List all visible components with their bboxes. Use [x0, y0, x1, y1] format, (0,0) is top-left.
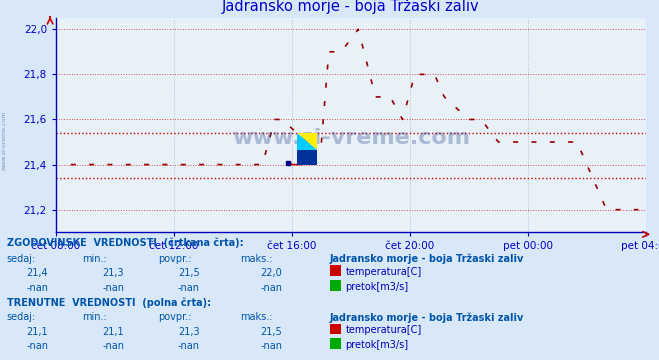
Text: -nan: -nan	[102, 341, 124, 351]
Text: www.si-vreme.com: www.si-vreme.com	[2, 111, 7, 170]
Text: ZGODOVINSKE  VREDNOSTI  (črtkana črta):: ZGODOVINSKE VREDNOSTI (črtkana črta):	[7, 238, 243, 248]
Text: -nan: -nan	[178, 341, 200, 351]
Text: maks.:: maks.:	[241, 312, 273, 322]
Text: Jadransko morje - boja Tržaski zaliv: Jadransko morje - boja Tržaski zaliv	[330, 254, 524, 264]
Text: pretok[m3/s]: pretok[m3/s]	[345, 282, 409, 292]
Text: 21,5: 21,5	[260, 327, 282, 337]
Text: temperatura[C]: temperatura[C]	[345, 325, 422, 336]
Text: -nan: -nan	[26, 341, 48, 351]
Text: 21,1: 21,1	[26, 327, 48, 337]
Text: pretok[m3/s]: pretok[m3/s]	[345, 340, 409, 350]
Text: 21,3: 21,3	[178, 327, 200, 337]
Text: -nan: -nan	[260, 341, 282, 351]
Text: temperatura[C]: temperatura[C]	[345, 267, 422, 277]
Text: 21,3: 21,3	[102, 268, 124, 278]
Title: Jadransko morje - boja Tržaski zaliv: Jadransko morje - boja Tržaski zaliv	[222, 0, 480, 14]
Text: -nan: -nan	[260, 283, 282, 293]
Text: maks.:: maks.:	[241, 254, 273, 264]
Text: -nan: -nan	[102, 283, 124, 293]
Text: povpr.:: povpr.:	[158, 312, 192, 322]
Text: 22,0: 22,0	[260, 268, 282, 278]
Text: www.si-vreme.com: www.si-vreme.com	[232, 128, 470, 148]
Bar	[297, 150, 316, 165]
Text: sedaj:: sedaj:	[7, 312, 36, 322]
Text: -nan: -nan	[26, 283, 48, 293]
Text: TRENUTNE  VREDNOSTI  (polna črta):: TRENUTNE VREDNOSTI (polna črta):	[7, 297, 211, 307]
Text: 21,1: 21,1	[102, 327, 124, 337]
Text: povpr.:: povpr.:	[158, 254, 192, 264]
Text: sedaj:: sedaj:	[7, 254, 36, 264]
Polygon shape	[297, 133, 316, 150]
Text: min.:: min.:	[82, 312, 107, 322]
Polygon shape	[297, 133, 316, 150]
Text: min.:: min.:	[82, 254, 107, 264]
Text: 21,5: 21,5	[178, 268, 200, 278]
Text: -nan: -nan	[178, 283, 200, 293]
Text: Jadransko morje - boja Tržaski zaliv: Jadransko morje - boja Tržaski zaliv	[330, 312, 524, 323]
Text: 21,4: 21,4	[26, 268, 48, 278]
